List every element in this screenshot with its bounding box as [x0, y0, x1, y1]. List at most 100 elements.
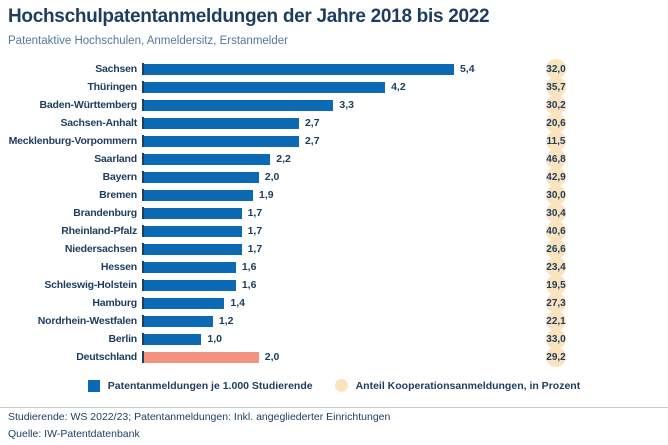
legend-square-swatch — [87, 379, 100, 392]
bar-chart: Sachsen 5,4 32,0 Thüringen 4,2 35,7 Baden-Würt… — [5, 59, 668, 367]
badge-column: 46,8 — [536, 149, 576, 169]
cooperation-badge: 46,8 — [546, 149, 566, 169]
badge-value: 19,5 — [546, 279, 566, 291]
patent-bar — [144, 153, 271, 165]
badge-value: 30,0 — [546, 189, 566, 201]
cooperation-badge: 35,7 — [546, 77, 566, 97]
chart-row: Mecklenburg-Vorpommern 2,7 11,5 — [5, 131, 576, 151]
bar-area: 3,3 — [142, 99, 536, 111]
category-label: Bayern — [102, 171, 138, 183]
badge-value: 32,0 — [546, 63, 566, 75]
cooperation-badge: 30,0 — [546, 185, 566, 205]
bar-area: 1,6 — [142, 261, 536, 273]
legend-circle-swatch — [334, 379, 348, 392]
bar-area: 2,7 — [142, 117, 536, 129]
bar-value-label: 1,7 — [247, 243, 263, 255]
bar-value-label: 1,0 — [207, 333, 222, 345]
category-label: Sachsen-Anhalt — [60, 117, 137, 129]
category-label: Bremen — [99, 189, 137, 201]
badge-value: 33,0 — [546, 333, 566, 345]
chart-row: Rheinland-Pfalz 1,7 40,6 — [5, 221, 576, 241]
badge-column: 42,9 — [536, 167, 576, 187]
bar-area: 4,2 — [142, 81, 536, 93]
bar-area: 1,4 — [142, 297, 536, 309]
bar-value-label: 2,0 — [264, 171, 280, 183]
chart-row: Hamburg 1,4 27,3 — [5, 293, 576, 313]
chart-row: Sachsen-Anhalt 2,7 20,6 — [5, 113, 576, 133]
bar-value-label: 1,9 — [259, 189, 274, 201]
chart-row: Bayern 2,0 42,9 — [5, 167, 576, 187]
chart-row: Bremen 1,9 30,0 — [5, 185, 576, 205]
footer-divider — [0, 407, 668, 408]
badge-column: 27,3 — [536, 293, 576, 313]
patent-bar — [144, 225, 242, 237]
bar-area: 2,7 — [142, 135, 536, 147]
bar-area: 1,7 — [142, 243, 536, 255]
bar-area: 1,2 — [142, 315, 536, 327]
badge-value: 30,4 — [546, 207, 566, 219]
patent-bar — [144, 207, 242, 219]
chart-row: Thüringen 4,2 35,7 — [5, 77, 576, 97]
source-note: Quelle: IW-Patentdatenbank — [8, 428, 140, 440]
patent-bar — [144, 117, 299, 129]
bar-value-label: 2,2 — [276, 153, 291, 165]
patent-bar — [144, 279, 236, 291]
badge-value: 42,9 — [546, 171, 566, 183]
category-label: Brandenburg — [73, 207, 137, 219]
badge-column: 22,1 — [536, 311, 576, 331]
category-label: Niedersachsen — [64, 243, 137, 255]
bar-value-label: 2,7 — [304, 117, 320, 129]
cooperation-badge: 27,3 — [546, 293, 566, 313]
chart-row: Sachsen 5,4 32,0 — [5, 59, 576, 79]
bar-area: 2,0 — [142, 171, 536, 183]
chart-row: Niedersachsen 1,7 26,6 — [5, 239, 576, 259]
badge-value: 27,3 — [546, 297, 566, 309]
page-subtitle: Patentaktive Hochschulen, Anmeldersitz, … — [8, 35, 288, 47]
cooperation-badge: 40,6 — [546, 221, 566, 241]
cooperation-badge: 19,5 — [546, 275, 566, 295]
cooperation-badge: 33,0 — [546, 329, 566, 349]
page-title: Hochschulpatentanmeldungen der Jahre 201… — [8, 6, 490, 27]
bar-value-label: 1,7 — [247, 207, 263, 219]
bar-area: 5,4 — [142, 63, 536, 75]
badge-column: 32,0 — [536, 59, 576, 79]
badge-value: 22,1 — [546, 315, 566, 327]
bar-value-label: 2,0 — [264, 351, 280, 363]
bar-value-label: 1,2 — [218, 315, 234, 327]
bar-area: 1,0 — [142, 333, 536, 345]
cooperation-badge: 22,1 — [546, 311, 566, 331]
badge-value: 46,8 — [546, 153, 566, 165]
bar-value-label: 3,3 — [339, 99, 355, 111]
badge-value: 20,6 — [546, 117, 566, 129]
bar-value-label: 2,7 — [304, 135, 320, 147]
chart-row: Schleswig-Holstein 1,6 19,5 — [5, 275, 576, 295]
patent-bar — [144, 189, 254, 201]
chart-rows: Sachsen 5,4 32,0 Thüringen 4,2 35,7 Baden-Würt… — [5, 59, 576, 367]
cooperation-badge: 32,0 — [546, 59, 566, 79]
badge-column: 40,6 — [536, 221, 576, 241]
patent-bar — [144, 243, 242, 255]
badge-column: 30,4 — [536, 203, 576, 223]
bar-area: 1,7 — [142, 207, 536, 219]
chart-row: Saarland 2,2 46,8 — [5, 149, 576, 169]
category-label: Hamburg — [92, 297, 137, 309]
bar-value-label: 5,4 — [459, 63, 475, 75]
badge-value: 40,6 — [546, 225, 566, 237]
chart-row: Brandenburg 1,7 30,4 — [5, 203, 576, 223]
bar-area: 1,6 — [142, 279, 536, 291]
badge-column: 23,4 — [536, 257, 576, 277]
category-label: Baden-Württemberg — [39, 99, 137, 111]
chart-row: Baden-Württemberg 3,3 30,2 — [5, 95, 576, 115]
badge-value: 11,5 — [546, 135, 566, 147]
badge-column: 30,2 — [536, 95, 576, 115]
bar-area: 1,9 — [142, 189, 536, 201]
chart-row: Nordrhein-Westfalen 1,2 22,1 — [5, 311, 576, 331]
category-label: Berlin — [108, 333, 137, 345]
cooperation-badge: 30,2 — [546, 95, 566, 115]
badge-value: 29,2 — [546, 351, 566, 363]
bar-value-label: 1,7 — [247, 225, 263, 237]
chart-row: Berlin 1,0 33,0 — [5, 329, 576, 349]
category-label: Rheinland-Pfalz — [61, 225, 137, 237]
patent-bar — [144, 171, 259, 183]
bar-value-label: 1,6 — [241, 261, 257, 273]
